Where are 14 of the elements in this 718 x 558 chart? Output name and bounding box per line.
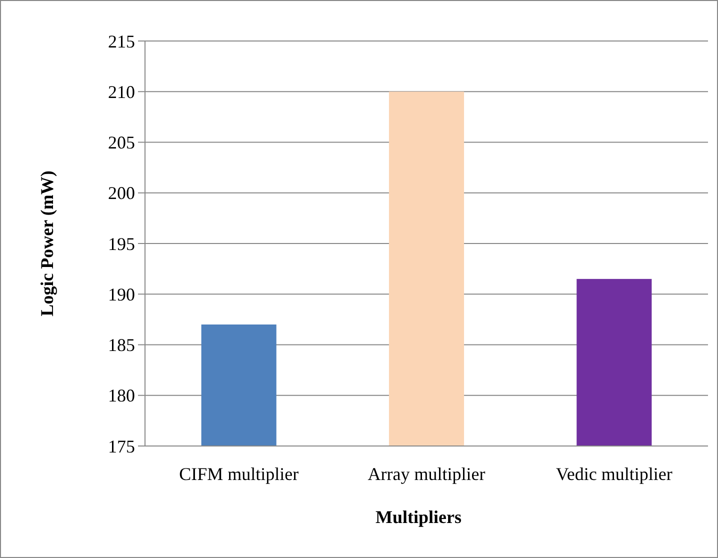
- y-tick-label: 195: [108, 234, 135, 254]
- x-tick-label: CIFM multiplier: [179, 464, 299, 484]
- y-tick-label: 175: [108, 436, 135, 456]
- y-tick-label: 205: [108, 132, 135, 153]
- y-axis-title: Logic Power (mW): [37, 170, 57, 316]
- x-tick-label: Array multiplier: [368, 464, 486, 484]
- y-tick-label: 215: [108, 31, 135, 52]
- x-tick-label: Vedic multiplier: [556, 464, 672, 484]
- y-tick-label: 200: [108, 183, 135, 204]
- y-tick-label: 180: [108, 386, 135, 406]
- y-tick-label: 210: [108, 82, 135, 102]
- y-tick-label: 185: [108, 335, 135, 356]
- y-tick-label: 190: [108, 284, 135, 304]
- x-axis-title: Multipliers: [376, 507, 462, 527]
